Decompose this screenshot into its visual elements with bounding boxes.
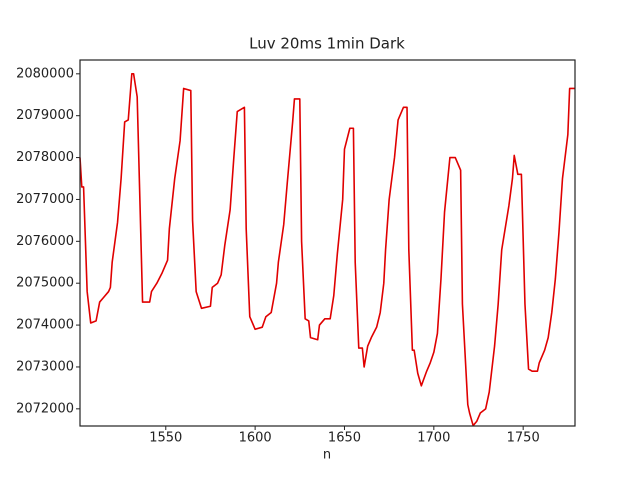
y-tick-label: 2076000 — [16, 234, 74, 249]
y-tick-label: 2079000 — [16, 108, 74, 123]
x-tick-label: 1550 — [149, 431, 182, 446]
x-axis-label: n — [323, 448, 331, 463]
data-line — [79, 73, 575, 427]
plot-frame — [79, 59, 576, 427]
chart-title: Luv 20ms 1min Dark — [249, 35, 405, 53]
y-tick-label: 2074000 — [16, 318, 74, 333]
y-tick-label: 2080000 — [16, 66, 74, 81]
y-tick-label: 2075000 — [16, 276, 74, 291]
x-tick-label: 1700 — [417, 431, 450, 446]
y-tick-label: 2078000 — [16, 150, 74, 165]
y-tick-label: 2077000 — [16, 192, 74, 207]
x-tick-label: 1650 — [328, 431, 361, 446]
x-tick-label: 1750 — [507, 431, 540, 446]
y-tick-label: 2073000 — [16, 359, 74, 374]
y-tick-label: 2072000 — [16, 401, 74, 416]
x-tick-label: 1600 — [239, 431, 272, 446]
